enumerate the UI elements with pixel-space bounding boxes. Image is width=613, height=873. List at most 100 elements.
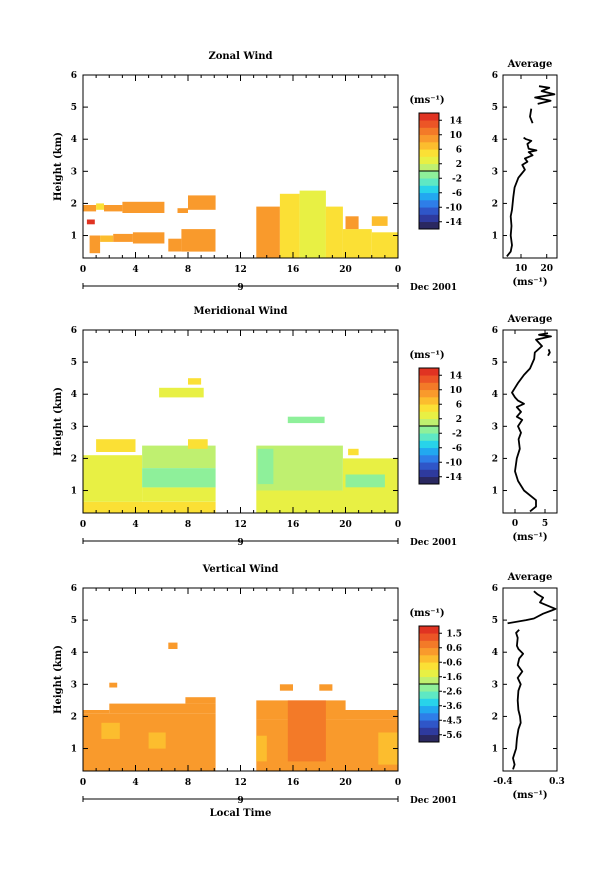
x-tick-label: 0 bbox=[80, 520, 86, 530]
data-cell bbox=[287, 416, 325, 424]
x-tick-label: 12 bbox=[234, 265, 247, 275]
colorbar-segment bbox=[419, 127, 439, 136]
profile-title: Average bbox=[507, 59, 553, 70]
colorbar-tick-label: -14 bbox=[446, 473, 462, 483]
y-tick-label: 2 bbox=[71, 712, 77, 722]
colorbar-segment bbox=[419, 368, 439, 376]
data-cell bbox=[325, 206, 343, 258]
x-tick-label: 8 bbox=[185, 778, 191, 788]
y-axis-label: Height (km) bbox=[53, 132, 64, 201]
colorbar-segment bbox=[419, 676, 439, 685]
profile-line bbox=[534, 85, 556, 105]
y-axis-label: Height (km) bbox=[53, 645, 64, 714]
colorbar-segment bbox=[419, 171, 439, 179]
colorbar-segment bbox=[419, 149, 439, 157]
colorbar-tick-label: -2.6 bbox=[443, 687, 462, 697]
colorbar-tick-label: 2 bbox=[456, 160, 462, 170]
colorbar-segment bbox=[419, 633, 439, 641]
colorbar-tick-label: 6 bbox=[456, 400, 462, 410]
colorbar-segment bbox=[419, 462, 439, 470]
colorbar: (ms⁻¹) 14 10 6 2 -2 -6 -10 -14 bbox=[409, 95, 462, 230]
colorbar-segment bbox=[419, 163, 439, 172]
colorbar-segment bbox=[419, 214, 439, 223]
x-axis-label: Local Time bbox=[210, 808, 272, 819]
y-tick-label: 5 bbox=[492, 616, 498, 626]
y-tick-label: 4 bbox=[492, 648, 498, 658]
colorbar-tick-label: 14 bbox=[449, 371, 462, 381]
y-tick-label: 3 bbox=[71, 680, 77, 690]
y-tick-label: 4 bbox=[492, 135, 498, 145]
profile-x-label: (ms⁻¹) bbox=[512, 277, 547, 288]
data-cell bbox=[348, 448, 359, 456]
profile-line bbox=[511, 332, 552, 513]
data-cell bbox=[185, 697, 216, 704]
data-cell bbox=[96, 439, 136, 452]
profile-line bbox=[547, 348, 551, 357]
panel-title: Meridional Wind bbox=[193, 306, 287, 317]
data-cell bbox=[345, 216, 359, 230]
colorbar-tick-label: -14 bbox=[446, 218, 462, 228]
data-cell bbox=[371, 232, 399, 258]
data-cell bbox=[188, 439, 208, 449]
x-tick-label: 0 bbox=[512, 519, 518, 529]
profile-3: Average 1 2 3 4 5 6 -0.4 0.3(ms⁻¹) bbox=[492, 572, 565, 801]
colorbar-segment bbox=[419, 640, 439, 649]
data-regions bbox=[83, 378, 399, 513]
colorbar-segment bbox=[419, 662, 439, 670]
data-cell bbox=[159, 387, 204, 398]
data-cell bbox=[279, 684, 293, 691]
colorbar-tick-label: 10 bbox=[449, 386, 462, 396]
y-tick-label: 6 bbox=[492, 326, 498, 336]
x-tick-label: 4 bbox=[132, 520, 138, 530]
data-cell bbox=[188, 195, 216, 210]
y-tick-label: 3 bbox=[492, 680, 498, 690]
colorbar-segment bbox=[419, 447, 439, 456]
x-tick-label: 16 bbox=[287, 265, 300, 275]
colorbar-segment bbox=[419, 389, 439, 398]
panel-title: Vertical Wind bbox=[202, 564, 279, 575]
colorbar-segment bbox=[419, 397, 439, 405]
data-regions bbox=[83, 642, 399, 771]
colorbar-tick-label: -4.5 bbox=[443, 716, 462, 726]
colorbar-segment bbox=[419, 433, 439, 441]
data-cell bbox=[279, 193, 300, 258]
data-cell bbox=[89, 235, 101, 254]
date-month-label: Dec 2001 bbox=[410, 796, 457, 806]
profile-line bbox=[506, 136, 538, 257]
y-tick-label: 2 bbox=[71, 199, 77, 209]
y-tick-label: 3 bbox=[71, 167, 77, 177]
x-tick-label: 5 bbox=[542, 519, 548, 529]
y-tick-label: 1 bbox=[71, 745, 77, 755]
y-axis-label: Height (km) bbox=[53, 387, 64, 456]
colorbar-tick-label: -6 bbox=[452, 189, 462, 199]
x-tick-label: 20 bbox=[339, 265, 352, 275]
y-tick-label: 6 bbox=[71, 584, 77, 594]
profile-line bbox=[507, 590, 557, 625]
data-cell bbox=[256, 490, 399, 513]
data-cell bbox=[299, 190, 326, 258]
data-cell bbox=[378, 732, 398, 765]
colorbar-segment bbox=[419, 469, 439, 478]
y-tick-label: 1 bbox=[492, 487, 498, 497]
colorbar-tick-label: -10 bbox=[446, 458, 462, 468]
x-tick-label: 10 bbox=[515, 264, 528, 274]
colorbar-unit: (ms⁻¹) bbox=[409, 95, 444, 106]
colorbar-segment bbox=[419, 382, 439, 391]
colorbar-unit: (ms⁻¹) bbox=[409, 608, 444, 619]
colorbar: (ms⁻¹) 14 10 6 2 -2 -6 -10 -14 bbox=[409, 350, 462, 485]
colorbar-segment bbox=[419, 626, 439, 634]
x-tick-label: 16 bbox=[287, 778, 300, 788]
colorbar-segment bbox=[419, 113, 439, 121]
data-cell bbox=[122, 201, 165, 213]
colorbar-segment bbox=[419, 647, 439, 656]
y-tick-label: 2 bbox=[71, 454, 77, 464]
y-tick-label: 4 bbox=[492, 390, 498, 400]
data-cell bbox=[142, 487, 216, 502]
y-tick-label: 6 bbox=[71, 326, 77, 336]
colorbar: (ms⁻¹)1.5 0.6 -0.6 -1.6 -2.6 -3.6 -4.5 -5.6 bbox=[409, 608, 462, 743]
x-tick-label: 4 bbox=[132, 265, 138, 275]
data-cell bbox=[177, 208, 188, 213]
colorbar-tick-label: -1.6 bbox=[443, 673, 462, 683]
colorbar-segment bbox=[419, 698, 439, 707]
